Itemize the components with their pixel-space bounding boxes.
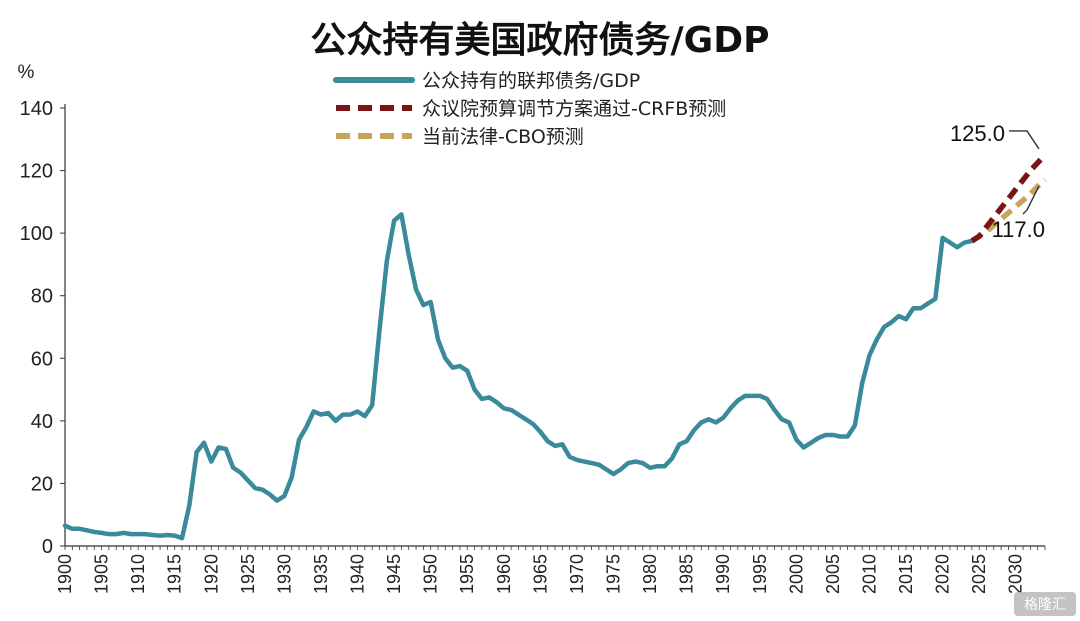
annotation-leader	[1022, 185, 1040, 215]
x-tick-label: 2030	[1006, 554, 1026, 594]
watermark-text: 格隆汇	[1024, 597, 1066, 613]
legend-label: 公众持有的联邦债务/GDP	[422, 70, 640, 92]
y-tick-label: 0	[42, 536, 53, 558]
y-tick-label: 120	[20, 161, 53, 183]
x-tick-label: 1925	[238, 554, 258, 594]
series-line-crfb	[970, 153, 1048, 244]
series-line-cbo	[970, 177, 1047, 244]
x-tick-label: 1980	[640, 554, 660, 594]
x-tick-label: 1960	[494, 554, 514, 594]
axes	[64, 104, 1045, 547]
x-tick-label: 1985	[677, 554, 697, 594]
legend-label: 当前法律-CBO预测	[422, 126, 584, 148]
chart-title: 公众持有美国政府债务/GDP	[311, 19, 770, 61]
x-tick-label: 1935	[311, 554, 331, 594]
x-tick-label: 1990	[713, 554, 733, 594]
series-line-debt	[62, 212, 975, 541]
x-tick-label: 1970	[567, 554, 587, 594]
watermark-badge	[1014, 592, 1076, 616]
y-axis-unit: %	[18, 62, 35, 83]
x-tick-label: 1910	[128, 554, 148, 594]
x-axis: 1900 1905 1910 1915 1920 1925 1930 1935 1940 1945…	[55, 546, 1046, 594]
y-tick-label: 40	[31, 411, 53, 433]
x-tick-label: 1950	[421, 554, 441, 594]
watermark: 格隆汇	[1014, 592, 1076, 616]
x-tick-label: 2010	[859, 554, 879, 594]
x-tick-label: 2020	[933, 554, 953, 594]
annotation-label: 117.0	[992, 217, 1045, 242]
x-tick-label: 2015	[896, 554, 916, 594]
x-tick-label: 1920	[201, 554, 221, 594]
series-layer	[62, 153, 1048, 541]
x-tick-label: 1940	[348, 554, 368, 594]
x-tick-label: 1930	[274, 554, 294, 594]
x-tick-label: 1975	[604, 554, 624, 594]
x-tick-label: 1955	[457, 554, 477, 594]
y-tick-label: 60	[31, 348, 53, 370]
annotations: 125.0 117.0	[950, 121, 1045, 242]
y-tick-label: 100	[20, 223, 53, 245]
x-tick-label: 2005	[823, 554, 843, 594]
legend: 公众持有的联邦债务/GDP 众议院预算调节方案通过-CRFB预测当前法律-CBO预…	[333, 70, 726, 148]
y-tick-label: 140	[20, 98, 53, 120]
x-tick-label: 2025	[969, 554, 989, 594]
x-tick-label: 1900	[55, 554, 75, 594]
x-tick-label: 1945	[384, 554, 404, 594]
x-tick-label: 1915	[165, 554, 185, 594]
legend-label: 众议院预算调节方案通过-CRFB预测	[422, 98, 726, 120]
x-tick-label: 1905	[92, 554, 112, 594]
annotation-leader	[1009, 130, 1040, 150]
y-axis: 0 20 40 60 80 100 120 140	[20, 98, 65, 558]
x-tick-label: 2000	[786, 554, 806, 594]
y-tick-label: 20	[31, 473, 53, 495]
x-tick-label: 1965	[530, 554, 550, 594]
annotation-label: 125.0	[950, 121, 1005, 146]
x-tick-label: 1995	[750, 554, 770, 594]
y-tick-label: 80	[31, 286, 53, 308]
